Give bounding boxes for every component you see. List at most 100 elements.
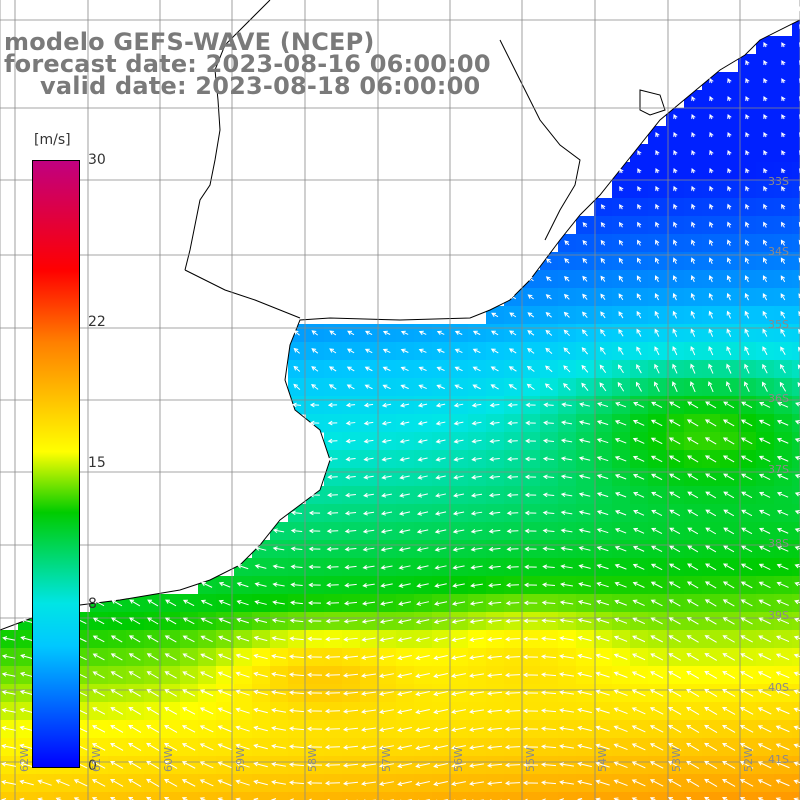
wind-arrow xyxy=(618,257,624,264)
wind-arrow xyxy=(578,492,591,497)
wind-arrow xyxy=(726,292,732,301)
wind-cell xyxy=(720,792,739,800)
wind-arrow xyxy=(691,203,696,210)
wind-arrow xyxy=(306,654,323,660)
wind-arrow xyxy=(434,529,447,534)
wind-arrow xyxy=(757,689,772,697)
wind-arrow xyxy=(596,474,609,480)
wind-arrow xyxy=(578,582,591,587)
wind-cell xyxy=(792,36,800,55)
wind-arrow xyxy=(581,382,589,391)
wind-arrow xyxy=(763,96,768,102)
wind-arrow xyxy=(776,545,789,552)
wind-arrow xyxy=(618,221,624,228)
wind-arrow xyxy=(614,581,627,588)
wind-arrow xyxy=(435,493,446,498)
wind-arrow xyxy=(595,725,610,732)
wind-arrow xyxy=(342,691,359,696)
wind-arrow xyxy=(745,185,750,192)
wind-arrow xyxy=(543,402,554,408)
wind-cell xyxy=(792,162,800,181)
wind-cell xyxy=(792,648,800,667)
wind-arrow xyxy=(288,654,305,659)
wind-arrow xyxy=(757,671,772,679)
wind-arrow xyxy=(727,95,732,102)
wind-cell xyxy=(630,792,649,800)
wind-arrow xyxy=(740,599,753,607)
wind-arrow xyxy=(793,689,800,694)
wind-arrow xyxy=(794,581,800,587)
wind-arrow xyxy=(763,78,768,84)
wind-arrow xyxy=(687,545,699,553)
wind-arrow xyxy=(290,582,303,588)
wind-arrow xyxy=(435,420,446,426)
wind-arrow xyxy=(631,761,646,769)
wind-arrow xyxy=(600,257,606,264)
wind-arrow xyxy=(635,381,642,392)
wind-arrow xyxy=(469,637,484,642)
wind-arrow xyxy=(690,363,696,374)
wind-arrow xyxy=(146,653,159,661)
wind-arrow xyxy=(199,797,207,800)
wind-arrow xyxy=(504,762,521,768)
wind-arrow xyxy=(451,727,466,733)
wind-arrow xyxy=(182,599,195,607)
wind-arrow xyxy=(668,671,682,679)
wind-arrow xyxy=(306,780,323,786)
wind-arrow xyxy=(469,691,484,696)
wind-arrow xyxy=(253,635,268,642)
wind-arrow xyxy=(651,527,663,535)
wind-arrow xyxy=(618,346,624,355)
wind-arrow xyxy=(433,763,448,769)
wind-arrow xyxy=(397,637,412,643)
wind-arrow xyxy=(326,564,339,570)
wind-arrow xyxy=(690,328,696,337)
wind-arrow xyxy=(579,402,590,407)
wind-arrow xyxy=(741,527,753,535)
wind-arrow xyxy=(559,708,574,713)
wind-arrow xyxy=(471,474,482,480)
wind-arrow xyxy=(705,563,717,571)
wind-arrow xyxy=(361,619,376,624)
wind-arrow xyxy=(690,275,696,283)
wind-arrow xyxy=(489,420,500,426)
wind-arrow xyxy=(524,510,537,516)
wind-arrow xyxy=(632,617,645,625)
wind-arrow xyxy=(704,599,717,607)
wind-arrow xyxy=(672,257,678,264)
wind-arrow xyxy=(469,709,484,714)
wind-arrow xyxy=(325,618,340,624)
wind-arrow xyxy=(745,95,750,102)
wind-arrow xyxy=(433,619,448,624)
wind-arrow xyxy=(617,381,625,392)
wind-arrow xyxy=(290,528,303,534)
wind-arrow xyxy=(722,581,735,589)
wind-arrow xyxy=(654,346,660,356)
wind-arrow xyxy=(397,763,412,769)
wind-arrow xyxy=(311,348,319,354)
wind-arrow xyxy=(722,599,735,607)
wind-arrow xyxy=(490,330,499,336)
wind-arrow xyxy=(600,329,606,337)
wind-arrow xyxy=(91,761,106,769)
wind-arrow xyxy=(582,222,588,228)
wind-cell xyxy=(612,792,631,800)
wind-arrow xyxy=(708,275,714,283)
wind-arrow xyxy=(672,275,678,283)
wind-arrow xyxy=(545,276,552,282)
wind-arrow xyxy=(595,743,610,750)
wind-arrow xyxy=(435,456,446,462)
wind-cell xyxy=(792,720,800,739)
wind-arrow xyxy=(691,95,696,102)
wind-arrow xyxy=(272,582,285,587)
wind-arrow xyxy=(726,328,732,337)
wind-arrow xyxy=(582,240,588,246)
wind-arrow xyxy=(345,438,356,444)
wind-arrow xyxy=(324,672,341,678)
wind-cell xyxy=(342,792,361,800)
wind-arrow xyxy=(415,672,430,679)
wind-cell xyxy=(792,666,800,685)
wind-arrow xyxy=(328,366,337,372)
wind-arrow xyxy=(92,725,106,733)
wind-arrow xyxy=(379,763,394,769)
